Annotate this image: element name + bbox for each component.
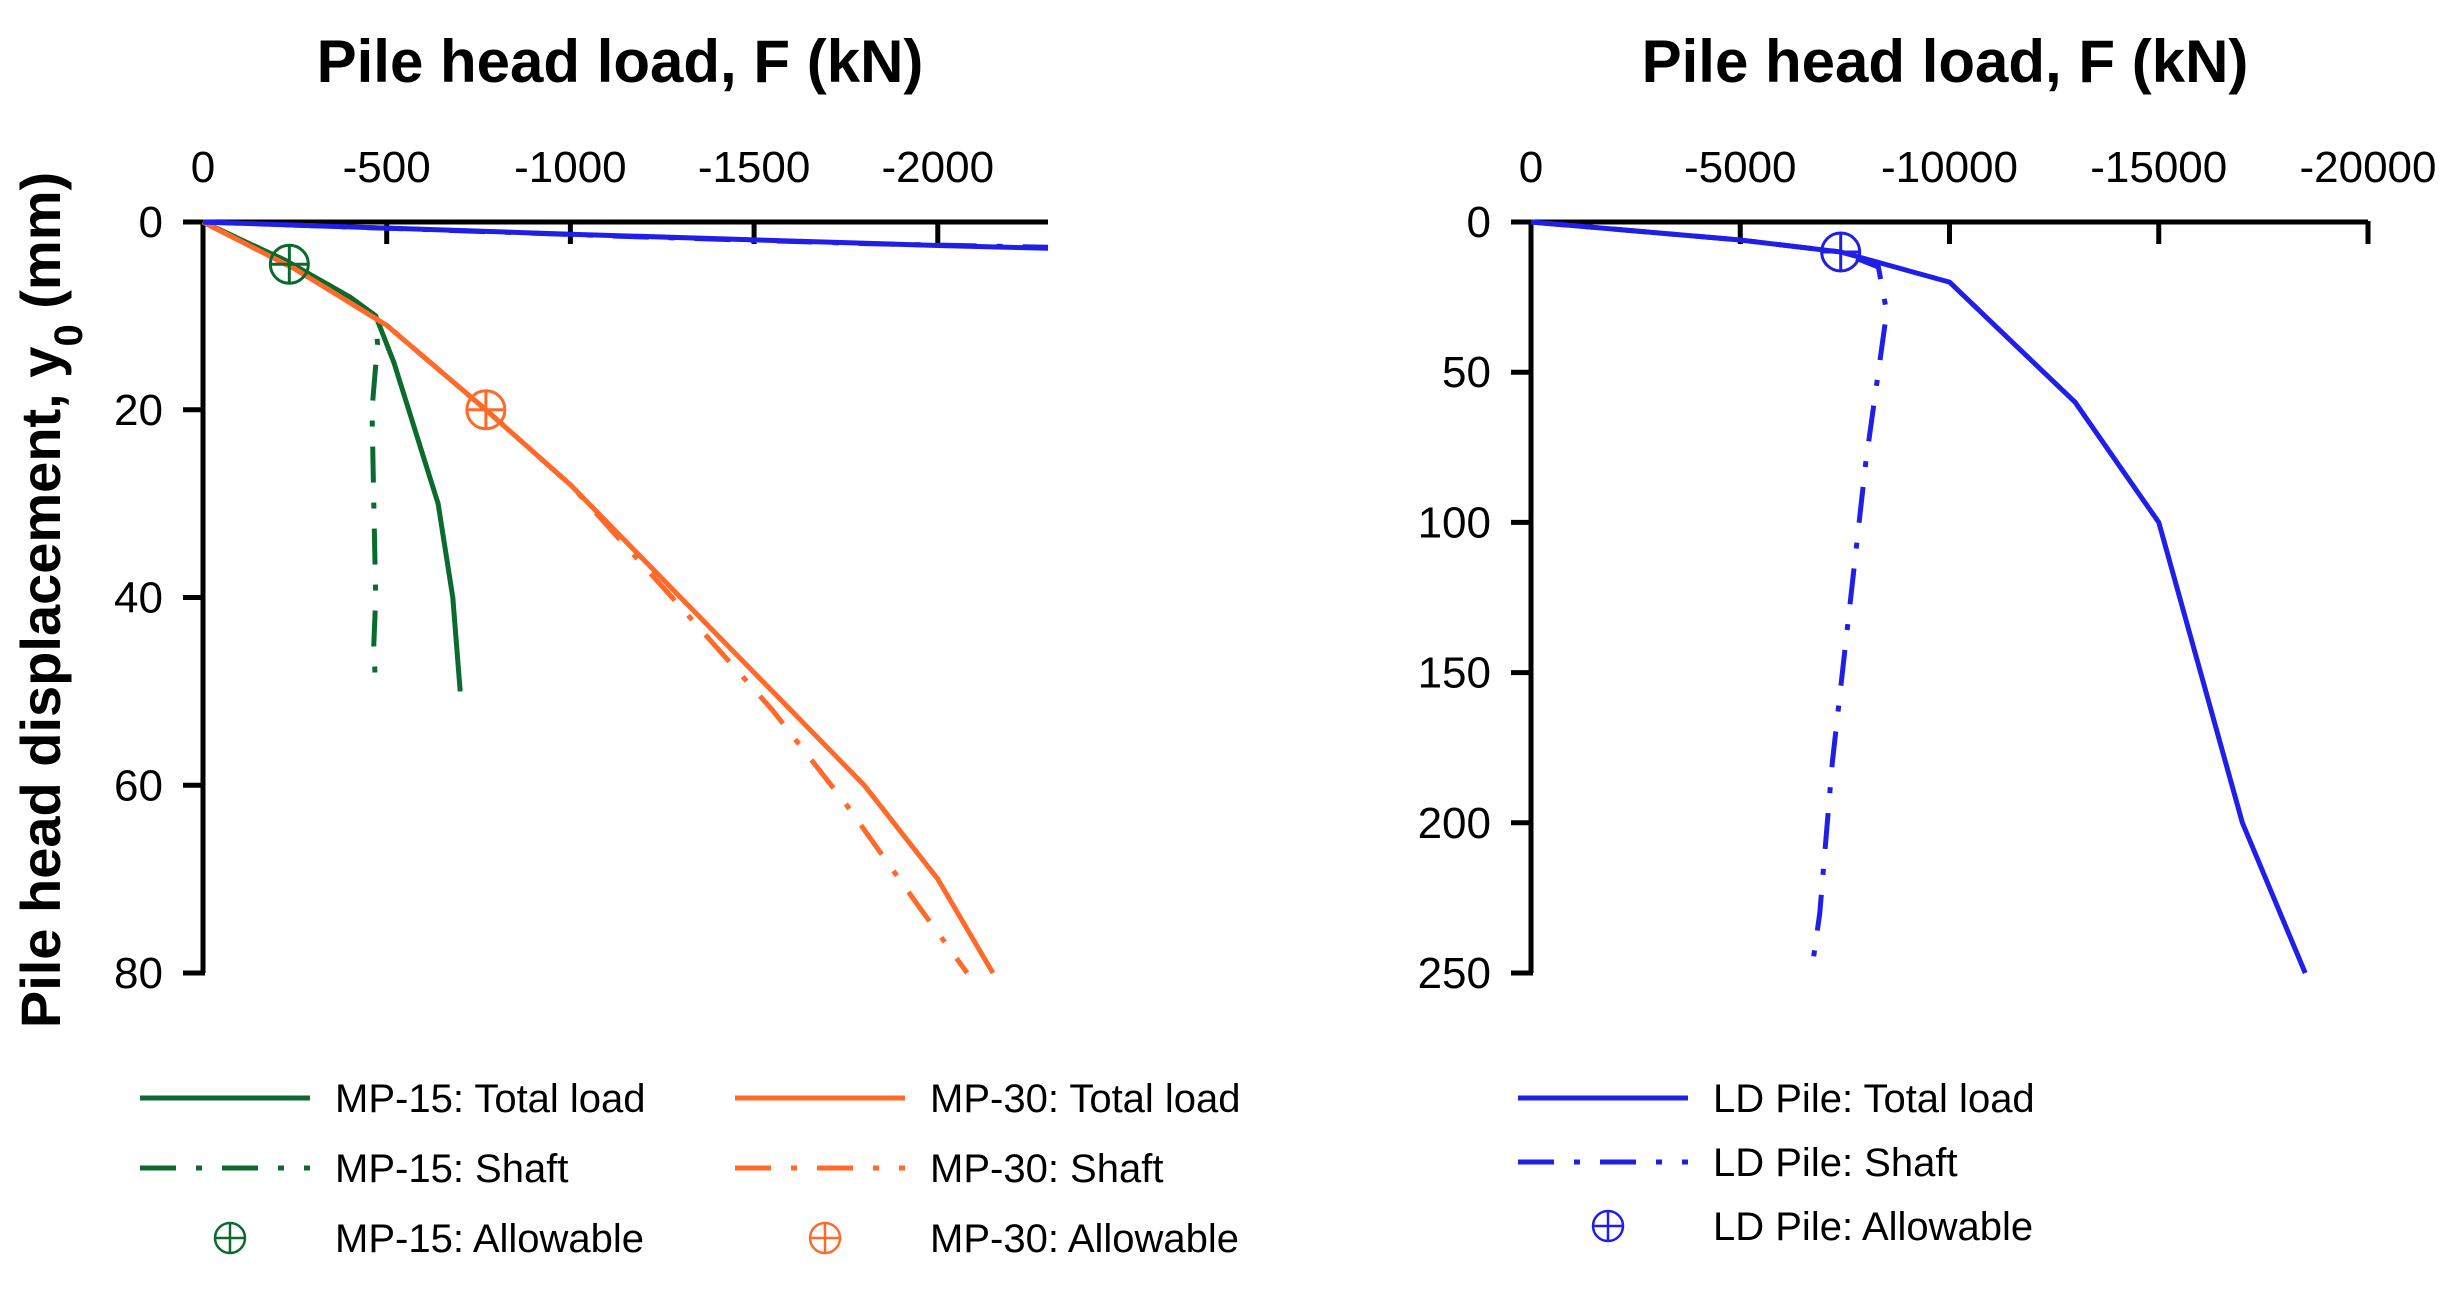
left-series xyxy=(201,219,1049,975)
right-x-tick-label: -5000 xyxy=(1684,143,1797,192)
series-ld-pile-shaft xyxy=(1530,219,1890,974)
right-x-axis: 0 -5000 -10000 -15000 -20000 xyxy=(1519,143,2437,244)
right-y-tick-label: 150 xyxy=(1418,649,1491,698)
legend-label: MP-30: Total load xyxy=(930,1077,1241,1121)
legend-label: LD Pile: Total load xyxy=(1713,1077,2035,1121)
marker-mp-15-allowable xyxy=(268,243,310,285)
legend-mp-30-shaft: MP-30: Shaft xyxy=(735,1147,1163,1191)
left-x-axis: 0 -500 -1000 -1500 -2000 xyxy=(191,143,1048,244)
legend-label: LD Pile: Allowable xyxy=(1713,1205,2033,1249)
legend-mp-15-allowable: MP-15: Allowable xyxy=(213,1217,644,1261)
left-y-axis: 0 20 40 60 80 xyxy=(114,198,206,998)
series-ld-pile-shaft xyxy=(202,219,1049,250)
right-x-tick-label: 0 xyxy=(1519,143,1543,192)
right-y-tick-label: 50 xyxy=(1442,348,1491,397)
left-x-tick-label: -1000 xyxy=(514,143,627,192)
left-markers xyxy=(268,243,507,431)
legend-label: MP-15: Allowable xyxy=(335,1217,644,1261)
left-y-axis-label: Pile head displacement, y0 (mm) xyxy=(9,172,91,1028)
legend-mp-15-total-load: MP-15: Total load xyxy=(140,1077,646,1121)
series-mp-30-total-load xyxy=(201,219,996,975)
left-y-tick-label: 60 xyxy=(114,761,163,810)
legend-ld-pile-allowable: LD Pile: Allowable xyxy=(1591,1205,2033,1249)
legend-label: MP-15: Total load xyxy=(335,1077,646,1121)
marker-ld-pile-allowable xyxy=(1820,231,1862,273)
right-x-tick-label: -10000 xyxy=(1881,143,2018,192)
legend-label: MP-30: Shaft xyxy=(930,1147,1163,1191)
left-y-tick-label: 80 xyxy=(114,949,163,998)
right-chart-title: Pile head load, F (kN) xyxy=(1642,28,2249,95)
right-y-tick-label: 200 xyxy=(1418,799,1491,848)
right-x-tick-label: -20000 xyxy=(2299,143,2436,192)
marker-mp-30-allowable xyxy=(465,389,507,431)
legend-label: MP-15: Shaft xyxy=(335,1147,568,1191)
left-chart-title: Pile head load, F (kN) xyxy=(317,28,924,95)
legend-label: MP-30: Allowable xyxy=(930,1217,1239,1261)
series-mp-15-shaft xyxy=(201,219,380,692)
legend-ld-pile-shaft: LD Pile: Shaft xyxy=(1518,1141,1958,1185)
right-y-tick-label: 250 xyxy=(1418,949,1491,998)
left-legend: MP-15: Total load MP-30: Total load MP-15:… xyxy=(140,1077,1241,1261)
right-markers xyxy=(1820,231,1862,273)
right-y-axis: 0 50 100 150 200 250 xyxy=(1418,198,1534,998)
right-x-tick-label: -15000 xyxy=(2090,143,2227,192)
legend-mp-15-shaft: MP-15: Shaft xyxy=(140,1147,568,1191)
left-x-tick-label: -500 xyxy=(343,143,431,192)
chart-right: Pile head load, F (kN) 0 -5000 -10000 -1500… xyxy=(1418,28,2437,1249)
left-y-tick-label: 0 xyxy=(139,198,163,247)
left-y-tick-label: 20 xyxy=(114,386,163,435)
legend-ld-pile-total-load: LD Pile: Total load xyxy=(1518,1077,2035,1121)
chart-left: Pile head load, F (kN) Pile head displac… xyxy=(9,28,1241,1261)
left-y-tick-label: 40 xyxy=(114,574,163,623)
legend-mp-30-allowable: MP-30: Allowable xyxy=(808,1217,1239,1261)
left-x-tick-label: -1500 xyxy=(698,143,811,192)
series-mp-15-total-load xyxy=(201,219,463,692)
legend-mp-30-total-load: MP-30: Total load xyxy=(735,1077,1241,1121)
right-y-tick-label: 100 xyxy=(1418,498,1491,547)
right-series xyxy=(1530,219,2308,974)
right-legend: LD Pile: Total load LD Pile: Shaft LD Pile… xyxy=(1518,1077,2035,1249)
legend-label: LD Pile: Shaft xyxy=(1713,1141,1958,1185)
right-y-tick-label: 0 xyxy=(1467,198,1491,247)
left-x-tick-label: -2000 xyxy=(882,143,995,192)
left-x-tick-label: 0 xyxy=(191,143,215,192)
